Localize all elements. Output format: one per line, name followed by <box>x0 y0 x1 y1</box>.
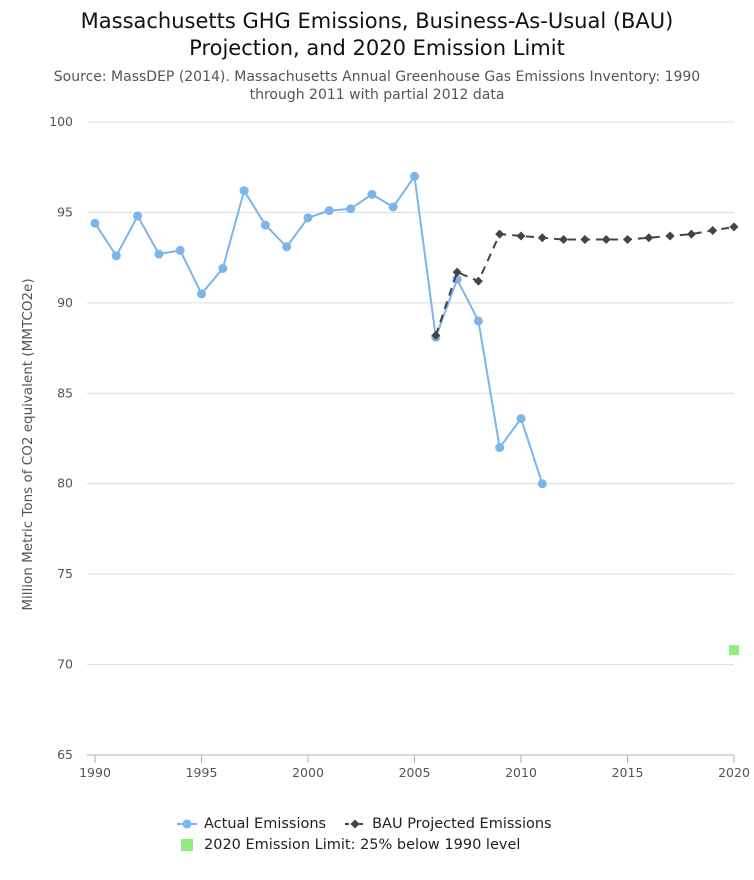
x-tick-label: 2010 <box>505 765 537 780</box>
data-point <box>410 171 419 181</box>
data-point <box>729 222 739 232</box>
data-point <box>686 229 696 239</box>
legend-item[interactable]: Actual Emissions <box>176 816 326 832</box>
legend-symbol <box>181 839 193 851</box>
data-point <box>601 235 611 245</box>
data-point <box>90 218 100 228</box>
chart-title-line: Projection, and 2020 Emission Limit <box>189 36 565 60</box>
data-point <box>623 235 632 245</box>
legend-row: Actual Emissions BAU Projected Emissions <box>176 816 570 832</box>
data-point <box>388 202 398 212</box>
data-point <box>495 229 505 239</box>
series-2 <box>729 645 739 656</box>
axes: 65 70 75 80 85 90 95 100 1990 1995 2000 2005 2010 201… <box>20 114 750 780</box>
data-point <box>260 220 270 230</box>
data-point <box>516 414 526 424</box>
legend-item[interactable]: 2020 Emission Limit: 25% below 1990 leve… <box>176 837 520 853</box>
x-tick-label: 2005 <box>399 765 431 780</box>
data-point <box>708 226 718 236</box>
data-point <box>559 235 569 245</box>
data-point <box>516 231 526 241</box>
data-point <box>537 233 547 243</box>
y-tick-label: 65 <box>57 747 73 762</box>
data-point <box>346 204 356 214</box>
legend-item[interactable]: BAU Projected Emissions <box>344 816 552 832</box>
data-point <box>452 267 462 277</box>
chart-title: Massachusetts GHG Emissions, Business-As… <box>0 8 754 62</box>
data-point <box>580 235 590 245</box>
data-point <box>431 330 441 340</box>
x-tick-label: 2020 <box>718 765 750 780</box>
y-tick-label: 100 <box>49 114 73 129</box>
data-point <box>665 231 675 241</box>
series-1 <box>431 222 739 340</box>
y-axis-title: Million Metric Tons of CO2 equivalent (M… <box>20 278 36 610</box>
chart-subtitle: Source: MassDEP (2014). Massachusetts An… <box>0 68 754 104</box>
data-point <box>154 249 164 259</box>
series-group <box>90 171 739 656</box>
chart-subtitle-line: through 2011 with partial 2012 data <box>249 87 505 103</box>
series-0 <box>90 171 547 489</box>
x-tick-label: 2015 <box>612 765 644 780</box>
data-point <box>197 289 206 299</box>
y-tick-label: 95 <box>57 204 73 219</box>
y-tick-label: 80 <box>57 476 73 491</box>
data-point <box>303 213 313 223</box>
data-point <box>495 443 505 453</box>
data-point <box>644 233 654 243</box>
data-point <box>324 206 334 216</box>
y-tick-label: 70 <box>57 657 73 672</box>
legend-label: 2020 Emission Limit: 25% below 1990 leve… <box>204 837 521 853</box>
data-point <box>367 189 377 199</box>
data-point <box>537 479 547 489</box>
data-point <box>473 316 483 326</box>
legend-row: 2020 Emission Limit: 25% below 1990 leve… <box>176 837 538 853</box>
legend-symbol <box>345 819 366 829</box>
data-point <box>218 263 228 273</box>
legend-symbol <box>177 819 197 829</box>
data-point <box>133 211 143 221</box>
y-tick-label: 75 <box>57 566 73 581</box>
data-point <box>282 242 292 252</box>
legend-label: Actual Emissions <box>204 816 327 832</box>
chart-subtitle-line: Source: MassDEP (2014). Massachusetts An… <box>53 69 701 85</box>
data-point <box>239 186 249 196</box>
legend-label: BAU Projected Emissions <box>372 816 552 832</box>
data-point <box>473 276 483 286</box>
gridlines <box>87 121 734 756</box>
data-point <box>175 245 185 255</box>
series-line <box>94 175 544 485</box>
x-tick-label: 1995 <box>186 765 218 780</box>
x-tick-label: 2000 <box>292 765 324 780</box>
data-point <box>729 645 739 656</box>
chart-title-line: Massachusetts GHG Emissions, Business-As… <box>80 9 674 33</box>
y-tick-label: 90 <box>57 295 73 310</box>
x-tick-label: 1990 <box>79 765 111 780</box>
y-tick-label: 85 <box>57 385 73 400</box>
data-point <box>111 251 121 261</box>
